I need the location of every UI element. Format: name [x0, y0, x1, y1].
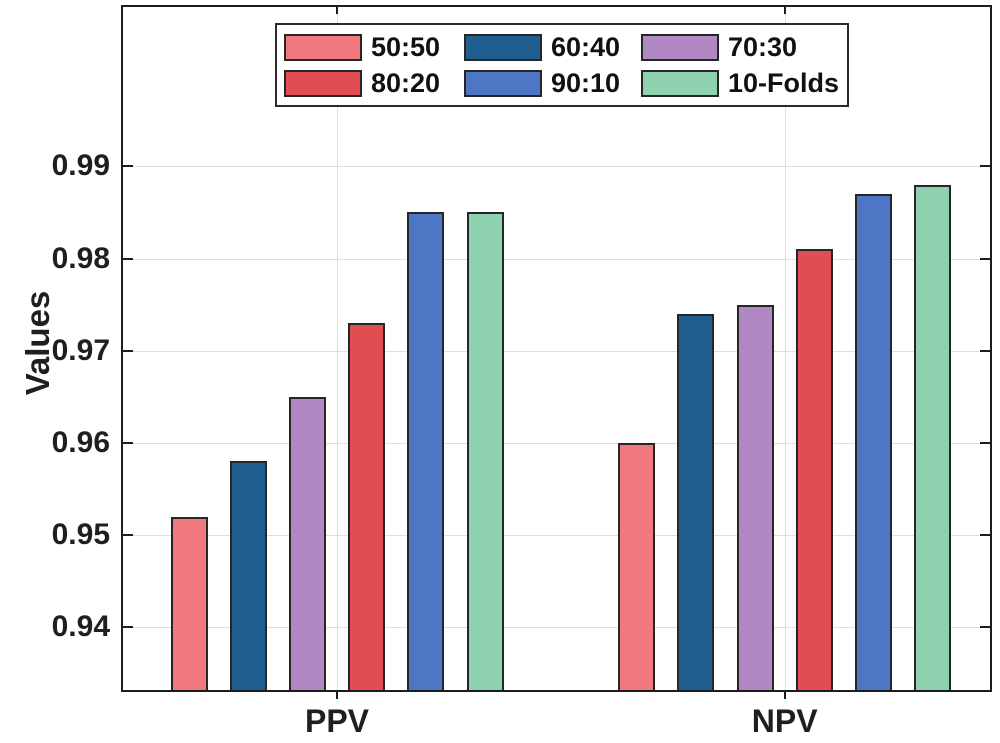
legend-label: 60:40: [551, 31, 621, 62]
legend-entry: 60:40: [464, 29, 641, 65]
h-gridline: [121, 166, 992, 168]
legend-swatch-icon: [284, 69, 362, 97]
y-tick-mark: [980, 534, 992, 537]
legend-label: 70:30: [728, 31, 798, 62]
v-gridline: [337, 5, 338, 692]
y-tick-label: 0.95: [51, 518, 110, 552]
y-tick-mark: [121, 442, 133, 445]
h-gridline: [121, 350, 992, 352]
y-tick-mark: [121, 534, 133, 537]
legend-swatch-icon: [464, 69, 542, 97]
h-gridline: [121, 627, 992, 629]
y-tick-label: 0.97: [51, 333, 110, 367]
bar-npv-60-40: [677, 313, 715, 692]
bar-npv-80-20: [795, 249, 833, 692]
y-tick-mark: [980, 165, 992, 168]
plot-area: [121, 5, 992, 692]
legend-swatch-icon: [641, 69, 719, 97]
bar-ppv-10-folds: [466, 212, 504, 692]
bar-ppv-50-50: [170, 516, 208, 692]
y-tick-label: 0.96: [51, 426, 110, 460]
y-tick-mark: [980, 442, 992, 445]
h-gridline: [121, 443, 992, 445]
legend-entry: 80:20: [284, 65, 464, 101]
legend-entry: 70:30: [641, 29, 841, 65]
legend-label: 10-Folds: [728, 67, 840, 98]
x-tick-mark-bottom: [336, 692, 338, 699]
legend-label: 50:50: [371, 31, 441, 62]
legend-entry: 10-Folds: [641, 65, 841, 101]
legend-entry: 50:50: [284, 29, 464, 65]
bar-npv-10-folds: [914, 184, 952, 692]
x-tick-mark-bottom: [783, 692, 786, 699]
legend-entry: 90:10: [464, 65, 641, 101]
bar-npv-70-30: [736, 304, 774, 692]
x-tick-mark-top: [783, 5, 786, 14]
x-tick-label-ppv: PPV: [304, 703, 370, 739]
y-tick-label: 0.99: [51, 149, 110, 183]
legend-swatch-icon: [464, 33, 542, 61]
x-tick-label-npv: NPV: [751, 703, 818, 739]
bar-ppv-70-30: [288, 396, 326, 692]
bar-ppv-90-10: [407, 212, 445, 692]
y-tick-mark: [980, 349, 992, 352]
legend: 50:50 60:40 70:30 80:20 90:10 10-Folds: [275, 23, 849, 107]
bar-npv-50-50: [618, 443, 656, 692]
bar-npv-90-10: [855, 194, 892, 692]
bar-ppv-80-20: [348, 323, 386, 692]
legend-label: 90:10: [551, 67, 621, 98]
y-tick-label: 0.94: [51, 610, 110, 644]
legend-label: 80:20: [371, 67, 441, 98]
v-gridline: [784, 5, 786, 692]
bar-ppv-60-40: [229, 461, 267, 692]
y-tick-mark: [121, 626, 133, 629]
y-tick-mark: [980, 257, 992, 260]
y-tick-mark: [121, 165, 133, 168]
legend-swatch-icon: [284, 33, 362, 61]
y-tick-mark: [980, 626, 992, 629]
y-tick-mark: [121, 257, 133, 260]
x-tick-mark-top: [336, 5, 338, 14]
legend-swatch-icon: [641, 33, 719, 61]
y-tick-mark: [121, 349, 133, 352]
h-gridline: [121, 258, 992, 260]
h-gridline: [121, 535, 992, 537]
y-tick-label: 0.98: [51, 241, 110, 275]
